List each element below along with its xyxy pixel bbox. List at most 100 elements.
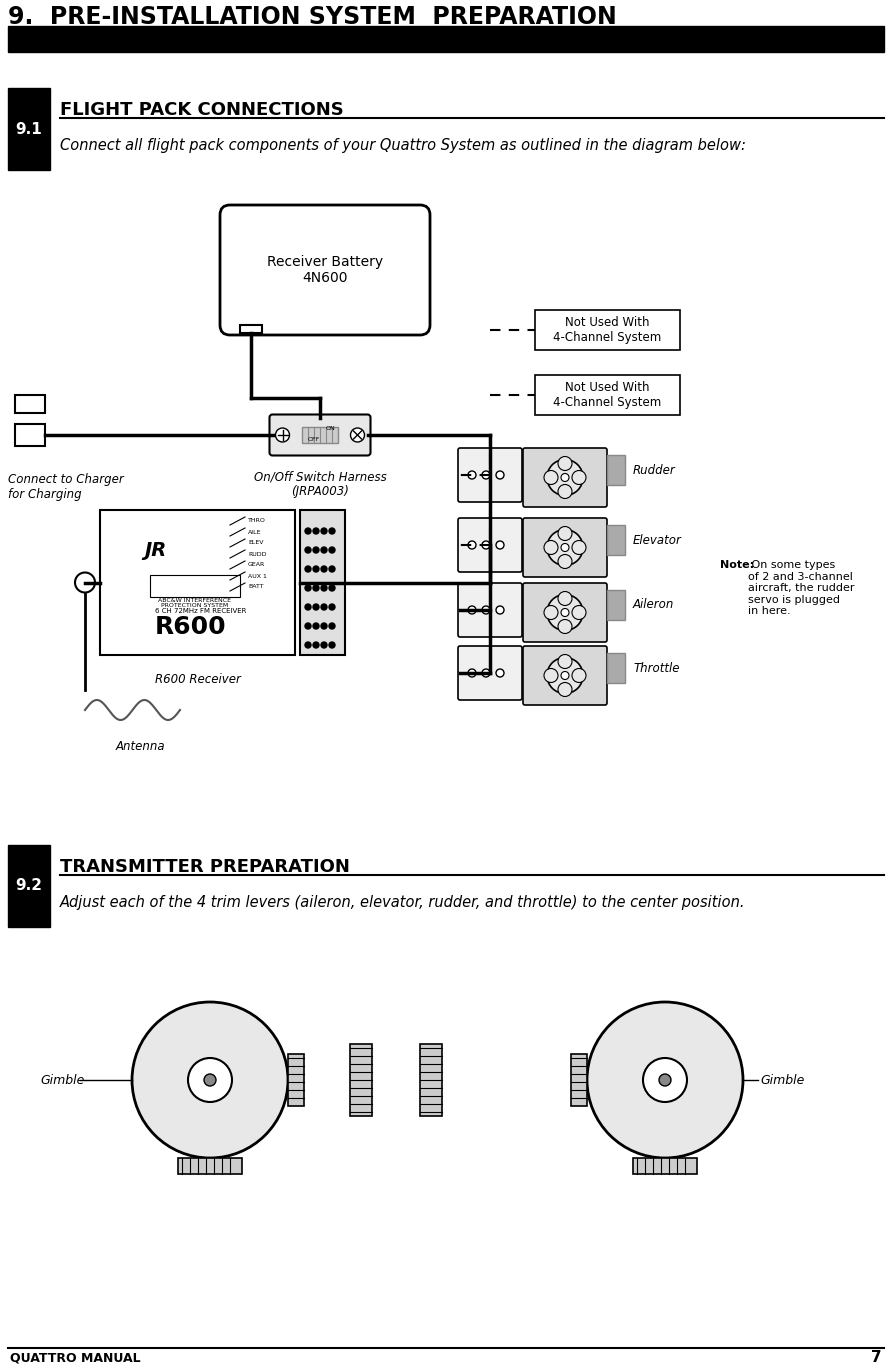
Circle shape <box>572 606 586 620</box>
Circle shape <box>188 1057 232 1103</box>
Circle shape <box>496 471 504 479</box>
Circle shape <box>572 471 586 484</box>
Circle shape <box>643 1057 687 1103</box>
Text: Gimble: Gimble <box>40 1074 85 1086</box>
Text: On some types
of 2 and 3-channel
aircraft, the rudder
servo is plugged
in here.: On some types of 2 and 3-channel aircraf… <box>748 560 855 617</box>
Circle shape <box>329 605 335 610</box>
Circle shape <box>313 528 319 534</box>
FancyBboxPatch shape <box>523 518 607 577</box>
Circle shape <box>572 540 586 554</box>
Text: Gimble: Gimble <box>760 1074 805 1086</box>
Circle shape <box>305 622 311 629</box>
Bar <box>420 1044 442 1116</box>
Circle shape <box>544 471 558 484</box>
Circle shape <box>547 460 583 495</box>
Text: TRANSMITTER PREPARATION: TRANSMITTER PREPARATION <box>60 858 350 876</box>
Bar <box>607 456 625 486</box>
Circle shape <box>321 528 327 534</box>
Circle shape <box>305 528 311 534</box>
Circle shape <box>321 642 327 648</box>
Text: Not Used With
4-Channel System: Not Used With 4-Channel System <box>553 316 662 343</box>
Circle shape <box>468 606 476 614</box>
Text: ON: ON <box>325 425 334 431</box>
Circle shape <box>482 471 490 479</box>
Circle shape <box>75 572 95 592</box>
Circle shape <box>313 547 319 553</box>
Text: Connect to Charger
for Charging: Connect to Charger for Charging <box>8 473 124 501</box>
Circle shape <box>482 540 490 549</box>
Bar <box>302 427 338 443</box>
Circle shape <box>561 609 569 617</box>
Bar <box>100 510 295 655</box>
Bar <box>8 88 50 170</box>
Text: Receiver Battery
4N600: Receiver Battery 4N600 <box>267 254 383 285</box>
Circle shape <box>313 586 319 591</box>
Circle shape <box>321 566 327 572</box>
Circle shape <box>276 428 290 442</box>
Text: Aileron: Aileron <box>633 599 674 611</box>
Text: Not Used With
4-Channel System: Not Used With 4-Channel System <box>553 382 662 409</box>
Text: R600: R600 <box>155 616 227 639</box>
Circle shape <box>572 669 586 683</box>
Circle shape <box>305 566 311 572</box>
Bar <box>288 1053 304 1105</box>
Text: R600 Receiver: R600 Receiver <box>154 673 241 685</box>
Bar <box>150 575 240 596</box>
Text: 9.2: 9.2 <box>15 878 43 893</box>
Circle shape <box>313 642 319 648</box>
Text: Antenna: Antenna <box>115 740 165 752</box>
Text: ELEV: ELEV <box>248 540 263 546</box>
Text: 9.1: 9.1 <box>16 122 43 137</box>
FancyBboxPatch shape <box>458 646 522 700</box>
Bar <box>15 424 45 446</box>
Circle shape <box>544 540 558 554</box>
Bar <box>607 525 625 555</box>
Circle shape <box>305 642 311 648</box>
Text: THRO: THRO <box>248 518 266 524</box>
Bar <box>607 590 625 620</box>
Text: Note:: Note: <box>720 560 754 570</box>
Circle shape <box>544 669 558 683</box>
Circle shape <box>561 543 569 551</box>
Bar <box>607 653 625 683</box>
Text: ABC&W INTERFERENCE
PROTECTION SYSTEM: ABC&W INTERFERENCE PROTECTION SYSTEM <box>159 598 232 609</box>
FancyBboxPatch shape <box>523 646 607 705</box>
Circle shape <box>496 606 504 614</box>
Text: Adjust each of the 4 trim levers (aileron, elevator, rudder, and throttle) to th: Adjust each of the 4 trim levers (ailero… <box>60 895 746 910</box>
Circle shape <box>329 642 335 648</box>
Bar <box>300 510 345 655</box>
Circle shape <box>496 669 504 677</box>
Text: JR: JR <box>144 540 166 560</box>
Circle shape <box>496 540 504 549</box>
Text: AILE: AILE <box>248 529 261 535</box>
Circle shape <box>305 547 311 553</box>
Bar <box>8 26 884 52</box>
Bar <box>350 1044 372 1116</box>
Circle shape <box>305 605 311 610</box>
Circle shape <box>482 669 490 677</box>
Circle shape <box>558 554 572 569</box>
Circle shape <box>468 669 476 677</box>
Bar <box>240 326 262 332</box>
Circle shape <box>329 566 335 572</box>
Circle shape <box>558 484 572 498</box>
Text: OFF: OFF <box>308 436 320 442</box>
Circle shape <box>468 540 476 549</box>
Circle shape <box>329 528 335 534</box>
Bar <box>535 375 680 415</box>
FancyBboxPatch shape <box>269 415 370 456</box>
Text: BATT: BATT <box>248 584 264 590</box>
Circle shape <box>561 473 569 482</box>
Circle shape <box>544 606 558 620</box>
Bar <box>571 1053 587 1105</box>
Circle shape <box>558 591 572 606</box>
FancyBboxPatch shape <box>458 447 522 502</box>
Circle shape <box>468 471 476 479</box>
Circle shape <box>547 595 583 631</box>
FancyBboxPatch shape <box>458 518 522 572</box>
Circle shape <box>547 658 583 694</box>
Circle shape <box>204 1074 216 1086</box>
FancyBboxPatch shape <box>458 583 522 637</box>
Circle shape <box>561 672 569 680</box>
Circle shape <box>587 1001 743 1157</box>
